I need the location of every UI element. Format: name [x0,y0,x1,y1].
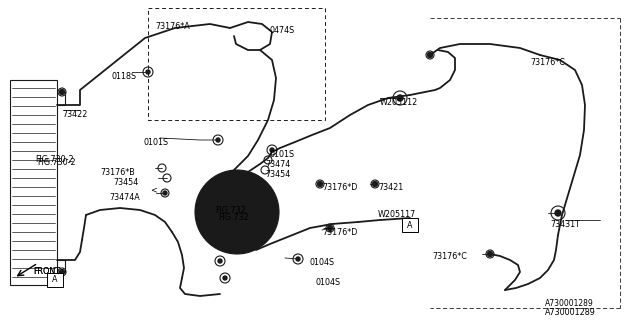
Text: 0104S: 0104S [315,278,340,287]
Text: 0101S: 0101S [143,138,168,147]
Text: A: A [407,220,413,229]
Circle shape [270,148,274,152]
Bar [47,273,63,287]
Circle shape [372,181,378,187]
Circle shape [218,259,222,263]
Text: 73176*D: 73176*D [322,183,357,192]
Text: FIG.730-2: FIG.730-2 [37,158,76,167]
Text: FIG.730-2: FIG.730-2 [35,155,74,164]
Text: 73176*A: 73176*A [155,22,189,31]
Text: 73474A: 73474A [109,193,140,202]
Text: 73454: 73454 [265,170,291,179]
Circle shape [60,90,65,94]
Text: 0118S: 0118S [112,72,137,81]
Text: W205112: W205112 [380,98,419,107]
Circle shape [328,226,333,230]
Text: 73431T: 73431T [550,220,580,229]
Circle shape [223,198,251,226]
Circle shape [146,70,150,74]
Text: A730001289: A730001289 [545,308,596,317]
Circle shape [555,210,561,216]
Circle shape [234,188,240,194]
Circle shape [209,184,265,240]
Circle shape [252,220,258,226]
Text: 0104S: 0104S [310,258,335,267]
Text: A: A [52,276,58,284]
Text: FIG.732: FIG.732 [218,213,249,222]
Text: 0474S: 0474S [270,26,295,35]
Bar [10,80,57,285]
Text: FRONT: FRONT [33,267,60,276]
Bar [148,8,325,120]
Text: 73176*C: 73176*C [530,58,565,67]
Text: 73176*B: 73176*B [100,168,135,177]
Text: 73176*D: 73176*D [322,228,357,237]
Text: FIG.732: FIG.732 [215,206,246,215]
Circle shape [223,276,227,280]
Circle shape [60,269,65,275]
Text: <: < [150,185,157,194]
Circle shape [317,181,323,187]
Circle shape [216,220,222,226]
Text: W205117: W205117 [378,210,416,219]
Text: 0101S: 0101S [270,150,295,159]
Circle shape [397,95,403,101]
Circle shape [216,138,220,142]
Text: 73421: 73421 [378,183,403,192]
Text: FRONT: FRONT [33,267,60,276]
Text: 73474: 73474 [265,160,291,169]
Circle shape [428,52,433,58]
Circle shape [195,170,279,254]
Circle shape [296,257,300,261]
Text: 73422: 73422 [62,110,88,119]
Circle shape [488,252,493,257]
Text: A730001289: A730001289 [545,299,594,308]
Text: 73454: 73454 [113,178,138,187]
Text: 73176*C: 73176*C [432,252,467,261]
Circle shape [163,191,167,195]
Bar [402,218,418,232]
